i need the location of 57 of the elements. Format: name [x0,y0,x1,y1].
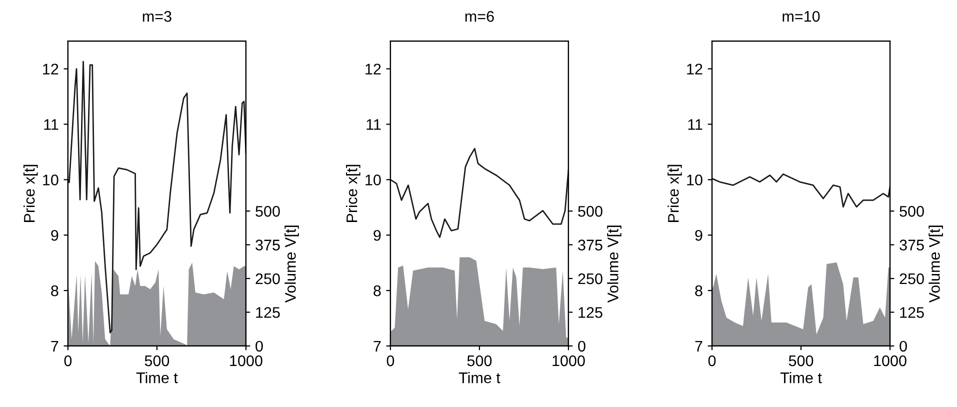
y-tick-label: 10 [43,174,58,186]
y2-tick-label: 0 [900,340,907,352]
y-tick-label: 12 [366,64,381,74]
y2-tick-label: 0 [578,340,586,352]
y-tick-label: 10 [687,174,702,186]
x-axis-title: Time t [136,372,178,384]
y-tick-label: 7 [51,340,58,352]
y2-tick-label: 250 [900,273,924,284]
y-tick-label: 7 [695,340,702,352]
chart-title: m=10 [782,10,820,22]
x-tick-label: 500 [144,355,170,366]
y-tick-label: 10 [366,174,381,186]
x-tick-label: 500 [467,355,492,366]
x-tick-label: 1000 [552,355,585,366]
chart-title: m=3 [142,10,172,22]
y-tick-label: 9 [51,230,58,241]
y-axis-title: Price x[t] [668,164,682,222]
y2-tick-label: 125 [578,307,602,318]
chart-title: m=6 [465,10,494,22]
x-tick-label: 0 [64,355,72,366]
x-tick-label: 0 [708,355,716,366]
y2-axis-title: Volume V[t] [607,226,622,303]
y2-tick-label: 0 [256,340,263,352]
x-tick-label: 500 [788,355,814,366]
y2-axis-title: Volume V[t] [284,226,299,303]
y2-tick-label: 500 [900,206,924,217]
y2-tick-label: 375 [256,240,280,250]
x-tick-label: 1000 [874,355,906,366]
y-tick-label: 8 [374,285,381,296]
y2-tick-label: 125 [256,307,280,318]
y-tick-label: 12 [43,64,58,74]
y-axis-title: Price x[t] [346,164,360,222]
y-tick-label: 12 [687,64,702,74]
x-tick-label: 0 [386,355,394,366]
y-tick-label: 8 [51,285,58,296]
y-tick-label: 8 [695,285,702,296]
line-series [390,148,568,238]
y2-tick-label: 125 [900,307,924,318]
y2-tick-label: 250 [256,273,280,284]
line-series [68,60,246,334]
y2-axis-title: Volume V[t] [928,226,943,303]
y-tick-label: 11 [688,119,702,130]
y-axis-title: Price x[t] [24,164,38,222]
y-tick-label: 7 [374,340,381,352]
y2-tick-label: 250 [578,273,602,284]
y2-tick-label: 375 [578,240,602,250]
y-tick-label: 9 [695,230,702,241]
x-tick-label: 1000 [230,355,262,366]
y2-tick-label: 500 [578,206,602,217]
y2-tick-label: 500 [256,206,280,217]
y-tick-label: 11 [366,119,381,130]
x-axis-title: Time t [780,372,822,384]
y-tick-label: 9 [374,230,381,241]
y-tick-label: 11 [44,119,58,130]
y2-tick-label: 375 [900,240,924,250]
line-series [712,173,890,208]
x-axis-title: Time t [458,372,500,384]
